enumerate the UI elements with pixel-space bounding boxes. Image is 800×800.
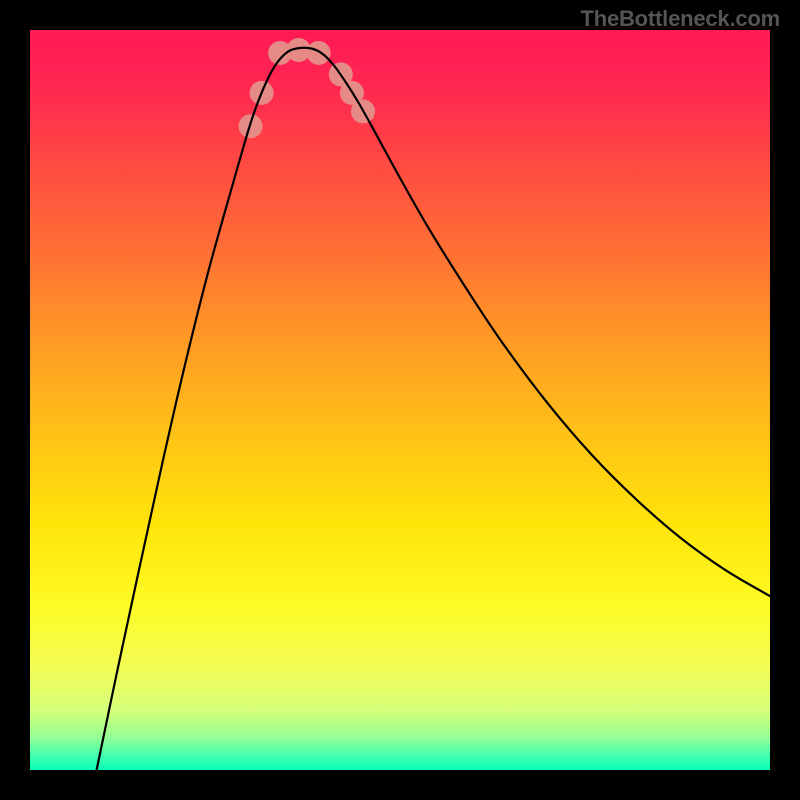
watermark-text: TheBottleneck.com [580, 6, 780, 32]
gradient-background [30, 30, 770, 770]
data-marker [307, 41, 331, 65]
chart-svg [30, 30, 770, 770]
outer-frame: TheBottleneck.com [0, 0, 800, 800]
plot-area [30, 30, 770, 770]
